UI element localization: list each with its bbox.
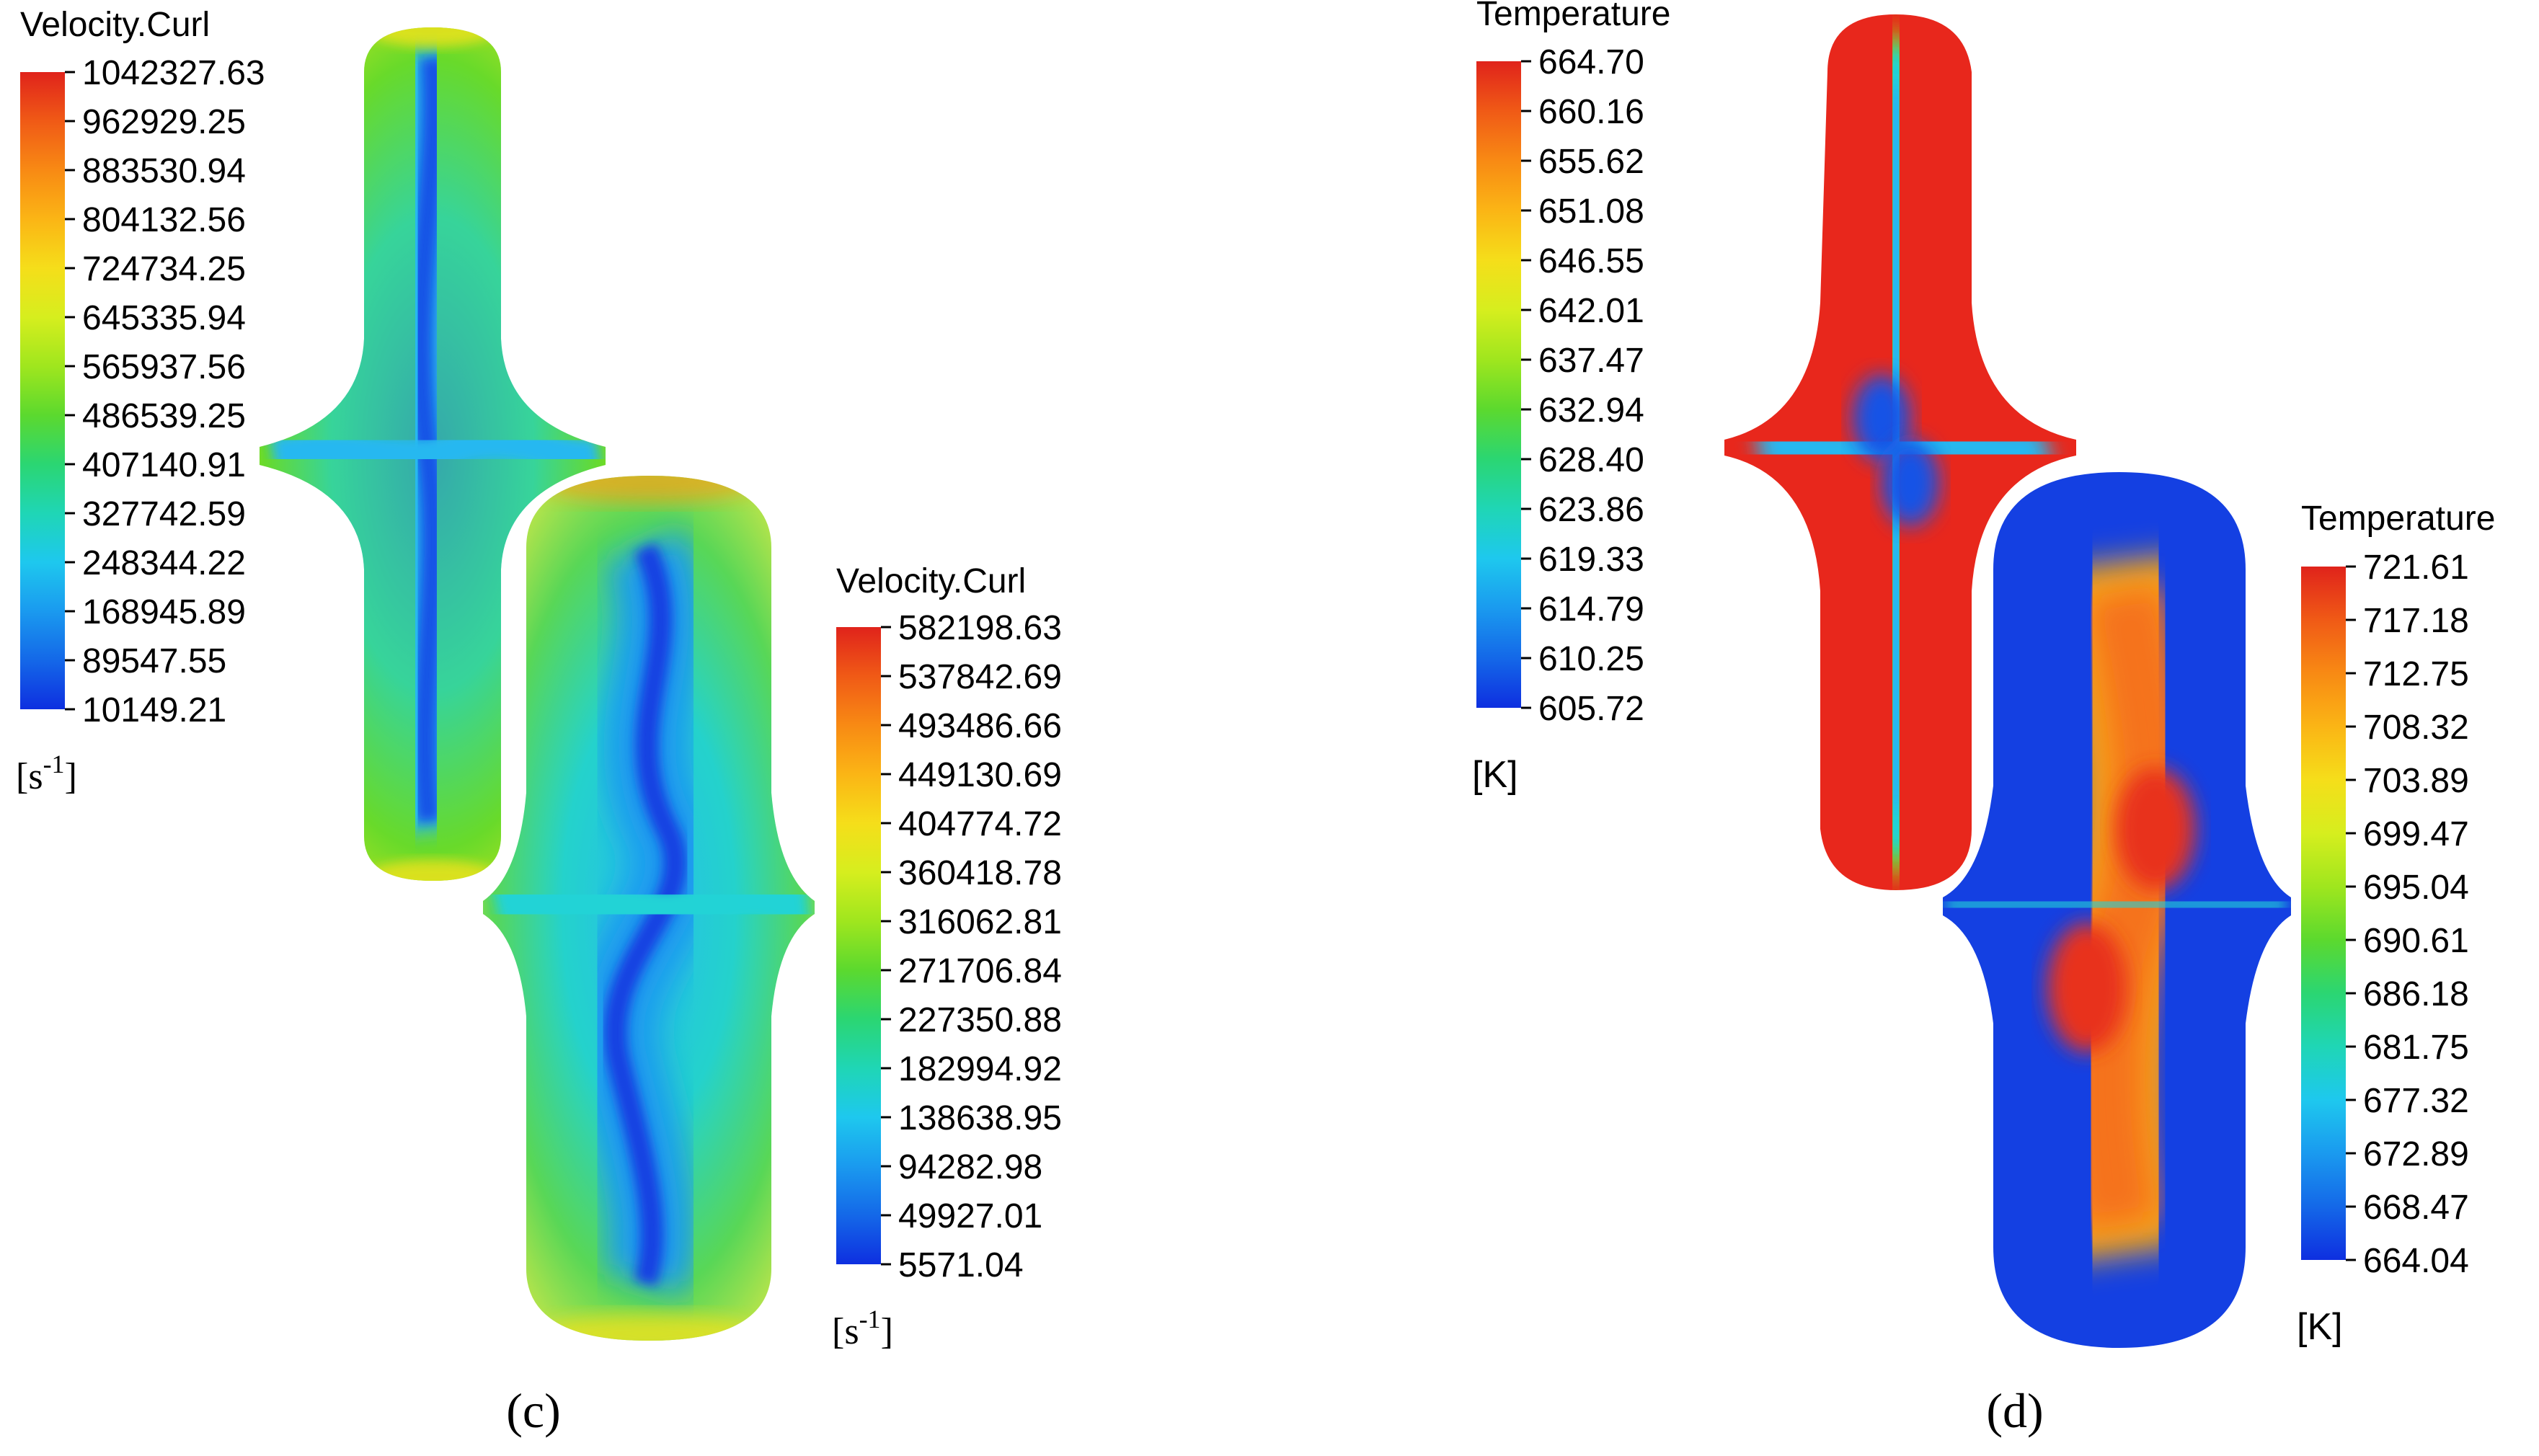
legend-tick-label: 10149.21: [82, 691, 226, 729]
legend-tick-label: 5571.04: [898, 1246, 1024, 1284]
legend-tick-label: 449130.69: [898, 756, 1062, 794]
legend-tick-label: 248344.22: [82, 544, 246, 582]
legend-tick-label: 655.62: [1538, 143, 1644, 181]
legend-tick-label: 619.33: [1538, 541, 1644, 579]
domain-c-lower: [483, 476, 815, 1341]
legend-tick-label: 605.72: [1538, 690, 1644, 728]
legend-tick-label: 672.89: [2363, 1135, 2469, 1173]
legend-tick-label: 404774.72: [898, 805, 1062, 843]
legend-tick-label: 94282.98: [898, 1148, 1042, 1186]
legend-colorbar: [20, 72, 65, 709]
legends: Velocity.Curl 1042327.63 962929.25 883530.9…: [16, 0, 2495, 1352]
legend-tick-label: 699.47: [2363, 815, 2469, 853]
legend-tick-label: 327742.59: [82, 495, 246, 533]
legend-tick-label: 703.89: [2363, 762, 2469, 800]
legend-tick-label: 721.61: [2363, 549, 2469, 587]
legend-tick-label: 632.94: [1538, 391, 1644, 430]
color-legend: Temperature 664.70 660.16 655.62 651.08 646.5…: [1472, 0, 1670, 796]
legend-tick-label: 645335.94: [82, 299, 246, 337]
legend-colorbar: [1476, 61, 1521, 708]
legend-tick-label: 227350.88: [898, 1001, 1062, 1039]
legend-tick-label: 717.18: [2363, 602, 2469, 640]
legend-unit: [K]: [1472, 754, 1518, 796]
legend-colorbar: [836, 627, 881, 1264]
legend-tick-label: 49927.01: [898, 1197, 1042, 1235]
legend-title: Temperature: [2301, 500, 2495, 538]
legend-tick-label: 537842.69: [898, 658, 1062, 696]
legend-tick-label: 316062.81: [898, 903, 1062, 941]
legend-tick-label: 642.01: [1538, 292, 1644, 330]
legend-tick-label: 628.40: [1538, 441, 1644, 479]
legend-tick-label: 168945.89: [82, 593, 246, 631]
legend-tick-label: 677.32: [2363, 1082, 2469, 1120]
legend-tick-label: 493486.66: [898, 707, 1062, 745]
legend-tick-label: 582198.63: [898, 609, 1062, 647]
legend-tick-label: 668.47: [2363, 1189, 2469, 1227]
legend-tick-label: 695.04: [2363, 869, 2469, 907]
legend-title: Velocity.Curl: [836, 562, 1026, 600]
legend-tick-label: 708.32: [2363, 709, 2469, 747]
caption-c: (c): [506, 1383, 560, 1438]
legend-tick-label: 407140.91: [82, 446, 246, 484]
legend-tick-label: 138638.95: [898, 1099, 1062, 1137]
legend-tick-label: 646.55: [1538, 242, 1644, 280]
legend-tick-label: 664.04: [2363, 1242, 2469, 1280]
legend-tick-label: 962929.25: [82, 103, 246, 141]
legend-tick-label: 883530.94: [82, 152, 246, 190]
legend-unit: [s-1]: [832, 1305, 893, 1352]
legend-tick-label: 804132.56: [82, 201, 246, 239]
legend-tick-label: 623.86: [1538, 491, 1644, 529]
legend-tick-label: 565937.56: [82, 348, 246, 386]
legend-tick-label: 681.75: [2363, 1029, 2469, 1067]
legend-tick-label: 637.47: [1538, 342, 1644, 380]
legend-title: Velocity.Curl: [20, 6, 210, 44]
color-legend: Velocity.Curl 1042327.63 962929.25 883530.9…: [16, 6, 265, 797]
legend-title: Temperature: [1476, 0, 1670, 33]
legend-tick-label: 712.75: [2363, 655, 2469, 693]
legend-tick-label: 686.18: [2363, 975, 2469, 1013]
legend-tick-label: 614.79: [1538, 590, 1644, 629]
legend-tick-label: 660.16: [1538, 93, 1644, 131]
domain-d-lower: [1943, 472, 2291, 1348]
legend-tick-label: 271706.84: [898, 952, 1062, 990]
legend-tick-label: 690.61: [2363, 922, 2469, 960]
legend-tick-label: 651.08: [1538, 192, 1644, 231]
color-legend: Velocity.Curl 582198.63 537842.69 493486.66…: [832, 562, 1062, 1352]
legend-tick-label: 610.25: [1538, 640, 1644, 678]
legend-tick-label: 89547.55: [82, 642, 226, 680]
legend-colorbar: [2301, 567, 2346, 1260]
legend-tick-label: 360418.78: [898, 854, 1062, 892]
legend-unit: [s-1]: [16, 750, 77, 797]
color-legend: Temperature 721.61 717.18 712.75 708.32 703.8…: [2297, 500, 2495, 1348]
legend-tick-label: 182994.92: [898, 1050, 1062, 1088]
legend-tick-label: 486539.25: [82, 397, 246, 435]
legend-unit: [K]: [2297, 1306, 2343, 1348]
caption-d: (d): [1986, 1383, 2043, 1438]
legend-tick-label: 664.70: [1538, 43, 1644, 81]
legend-tick-label: 1042327.63: [82, 54, 265, 92]
legend-tick-label: 724734.25: [82, 250, 246, 288]
